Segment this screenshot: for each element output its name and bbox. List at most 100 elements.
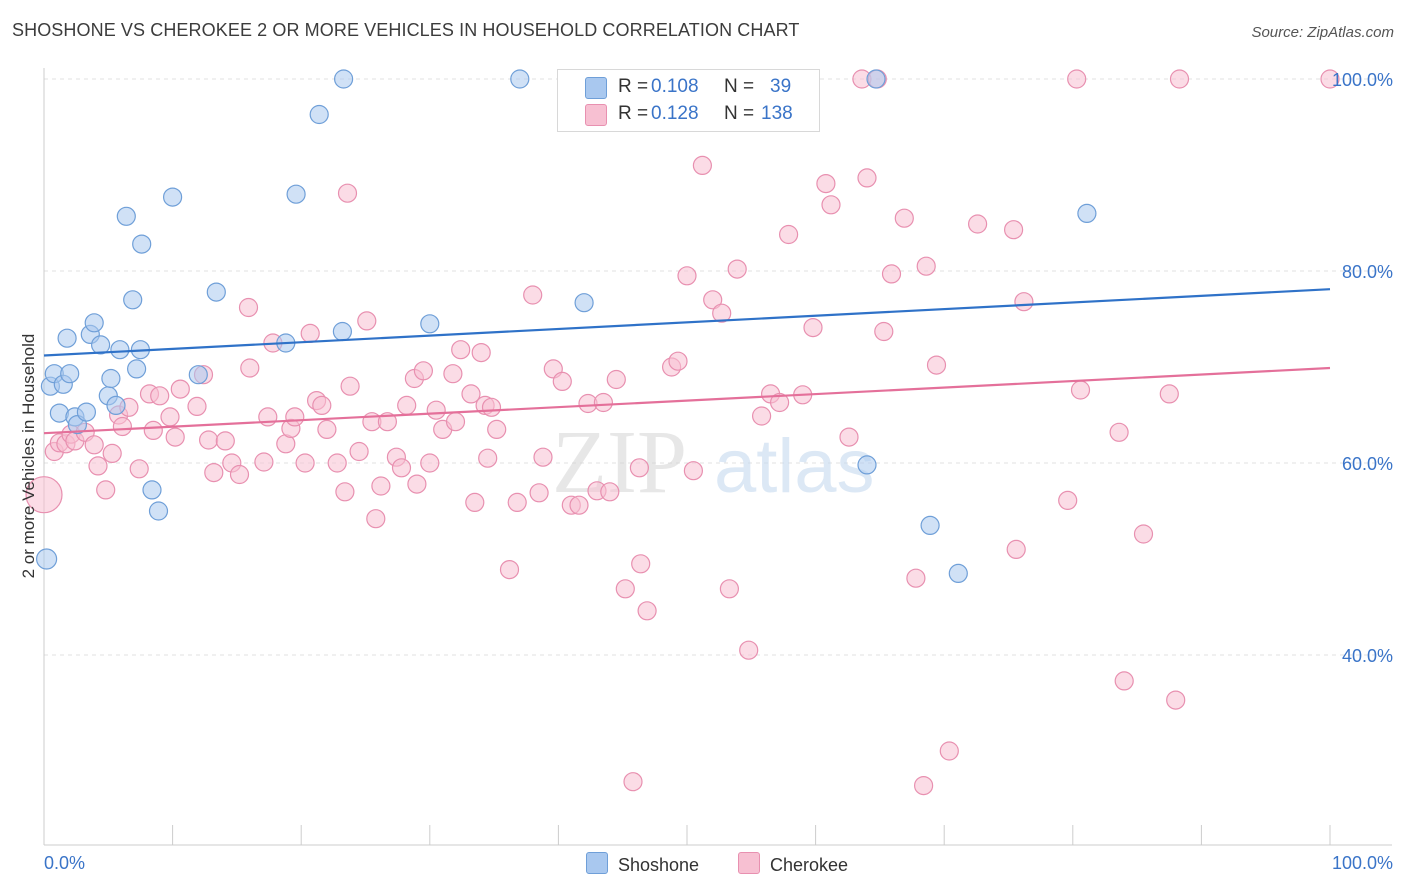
cherokee-point <box>199 430 219 450</box>
x-tick-label-min: 0.0% <box>44 853 85 873</box>
cherokee-point <box>1133 524 1154 544</box>
cherokee-point <box>150 386 170 406</box>
cherokee-point <box>677 266 697 286</box>
cherokee-point <box>420 453 440 473</box>
cherokee-point <box>668 351 688 371</box>
cherokee-point <box>204 463 224 483</box>
cherokee-point <box>719 579 740 599</box>
cherokee-point <box>552 371 572 391</box>
cherokee-point <box>129 459 149 479</box>
cherokee-point <box>445 412 466 432</box>
cherokee-point <box>1067 69 1087 89</box>
cherokee-point <box>857 168 877 188</box>
cherokee-point <box>451 340 471 360</box>
cherokee-point <box>939 741 959 761</box>
stats-row-cherokee: R = 0.128 N = 138 <box>558 101 819 127</box>
cherokee-point <box>481 397 502 417</box>
shoshone-point <box>510 69 530 89</box>
cherokee-point <box>629 458 650 478</box>
cherokee-point <box>623 772 643 792</box>
cherokee-point <box>683 461 704 481</box>
shoshone-point <box>334 69 354 89</box>
shoshone-points <box>35 69 1097 584</box>
shoshone-point <box>286 184 306 204</box>
shoshone-point <box>123 290 143 310</box>
cherokee-swatch <box>585 104 607 126</box>
cherokee-point <box>1114 671 1134 691</box>
x-tick-label-max: 100.0% <box>1332 853 1393 873</box>
cherokee-point <box>600 482 620 502</box>
cherokee-point <box>1166 690 1186 710</box>
shoshone-point <box>35 548 58 570</box>
y-tick-label-60: 60.0% <box>1342 454 1393 474</box>
cherokee-point <box>1003 220 1024 240</box>
legend-item-cherokee[interactable]: Cherokee <box>738 852 848 876</box>
cherokee-point <box>739 640 759 660</box>
shoshone-point <box>101 368 121 389</box>
cherokee-point <box>507 492 527 512</box>
cherokee-point <box>894 208 914 228</box>
shoshone-n-value: 39 <box>770 76 792 97</box>
legend-item-shoshone[interactable]: Shoshone <box>586 852 699 876</box>
watermark: ZIP atlas <box>552 413 875 512</box>
cherokee-point <box>254 452 274 472</box>
shoshone-point <box>857 455 877 475</box>
cherokee-point <box>285 407 305 427</box>
cherokee-point <box>170 379 190 399</box>
legend-shoshone-label: Shoshone <box>618 855 700 875</box>
shoshone-point <box>84 313 104 333</box>
shoshone-trend-line <box>43 288 1331 357</box>
cherokee-point <box>615 579 635 599</box>
cherokee-point <box>916 256 936 276</box>
cherokee-point <box>349 441 369 462</box>
cherokee-point <box>529 483 549 503</box>
shoshone-r-label: R = <box>618 76 649 97</box>
cherokee-point <box>803 318 823 338</box>
cherokee-point <box>727 259 747 279</box>
cherokee-point <box>821 195 841 215</box>
legend-cherokee-label: Cherokee <box>770 855 849 875</box>
shoshone-point <box>90 335 111 355</box>
cherokee-point <box>926 355 947 375</box>
cherokee-trend-line <box>43 366 1331 435</box>
shoshone-point <box>132 234 152 254</box>
cherokee-point <box>337 183 358 203</box>
cherokee-point <box>426 400 446 420</box>
cherokee-point <box>906 568 926 588</box>
cherokee-point <box>187 396 207 416</box>
cherokee-point <box>1169 69 1190 89</box>
cherokee-point <box>778 224 799 245</box>
stats-box: R = 0.108 N = 39 R = 0.128 N = 138 <box>557 69 820 132</box>
cherokee-point <box>295 453 315 473</box>
cherokee-point <box>357 311 377 331</box>
shoshone-point <box>106 395 126 415</box>
shoshone-point <box>1077 203 1097 223</box>
cherokee-n-label: N = <box>724 103 755 124</box>
cherokee-point <box>25 476 63 514</box>
y-tick-label-100: 100.0% <box>1332 70 1393 90</box>
cherokee-point <box>1014 292 1034 312</box>
shoshone-point <box>148 501 169 521</box>
shoshone-point <box>309 104 329 125</box>
axes <box>43 68 1392 846</box>
y-tick-label-80: 80.0% <box>1342 262 1393 282</box>
cherokee-r-value: 0.128 <box>651 103 699 124</box>
cherokee-point <box>96 480 116 500</box>
cherokee-point <box>391 458 412 478</box>
legend-cherokee-swatch <box>738 852 760 874</box>
cherokee-point <box>461 384 481 404</box>
cherokee-point <box>637 601 657 621</box>
shoshone-point <box>127 359 147 379</box>
cherokee-point <box>874 321 894 342</box>
shoshone-point <box>420 314 440 334</box>
cherokee-point <box>377 412 397 432</box>
shoshone-point <box>866 69 886 89</box>
shoshone-point <box>920 515 940 536</box>
cherokee-point <box>487 419 507 439</box>
cherokee-point <box>751 406 772 426</box>
cherokee-point <box>229 464 250 485</box>
cherokee-point <box>335 482 355 502</box>
cherokee-point <box>1159 384 1179 404</box>
cherokee-point <box>143 420 163 440</box>
